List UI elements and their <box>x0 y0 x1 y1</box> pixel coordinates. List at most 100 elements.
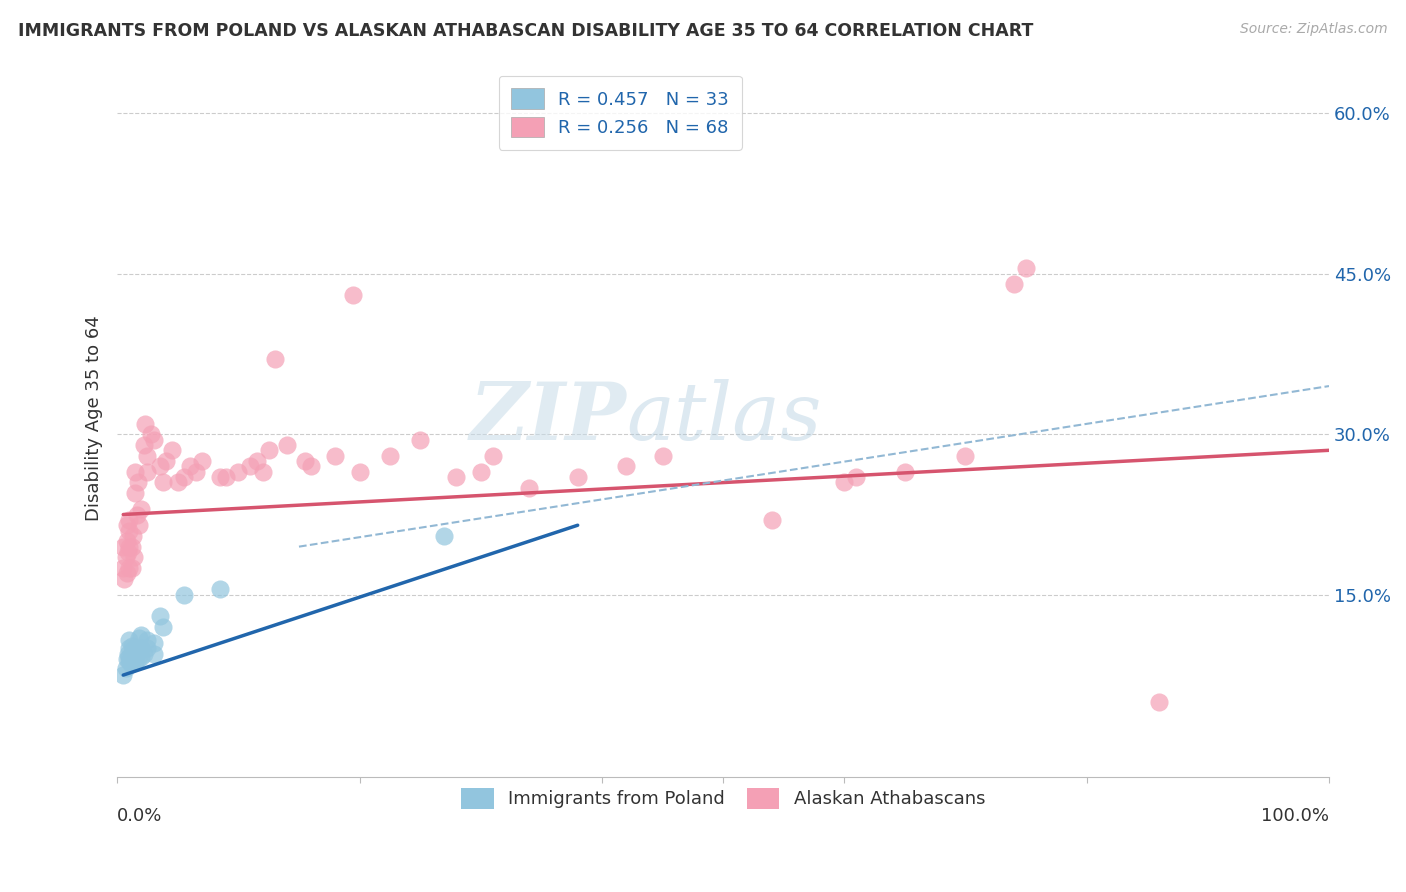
Text: ZIP: ZIP <box>470 379 626 457</box>
Point <box>127 652 149 666</box>
Point <box>131 628 153 642</box>
Point <box>117 647 139 661</box>
Point <box>263 352 285 367</box>
Point <box>124 465 146 479</box>
Point <box>142 647 165 661</box>
Point <box>112 540 135 554</box>
Point <box>118 654 141 668</box>
Point <box>134 417 156 431</box>
Point <box>128 643 150 657</box>
Point <box>136 641 159 656</box>
Point <box>614 459 637 474</box>
Text: 100.0%: 100.0% <box>1261 806 1329 825</box>
Point <box>120 657 142 672</box>
Point <box>128 631 150 645</box>
Point <box>127 475 149 490</box>
Text: IMMIGRANTS FROM POLAND VS ALASKAN ATHABASCAN DISABILITY AGE 35 TO 64 CORRELATION: IMMIGRANTS FROM POLAND VS ALASKAN ATHABA… <box>18 22 1033 40</box>
Point <box>149 609 172 624</box>
Point <box>149 459 172 474</box>
Point <box>342 288 364 302</box>
Point <box>252 465 274 479</box>
Point <box>118 561 141 575</box>
Point <box>152 620 174 634</box>
Point <box>323 449 346 463</box>
Point <box>131 641 153 656</box>
Point <box>114 572 136 586</box>
Point <box>955 449 977 463</box>
Point <box>115 652 138 666</box>
Y-axis label: Disability Age 35 to 64: Disability Age 35 to 64 <box>86 315 103 521</box>
Text: 0.0%: 0.0% <box>117 806 163 825</box>
Point <box>124 655 146 669</box>
Point <box>117 545 139 559</box>
Point <box>239 459 262 474</box>
Point <box>845 470 868 484</box>
Point <box>118 641 141 656</box>
Point <box>121 561 143 575</box>
Point <box>118 513 141 527</box>
Point <box>115 518 138 533</box>
Point <box>152 475 174 490</box>
Point <box>378 449 401 463</box>
Point <box>118 524 141 538</box>
Point <box>1149 695 1171 709</box>
Point <box>118 649 141 664</box>
Point <box>209 582 232 597</box>
Point <box>112 668 135 682</box>
Point <box>132 438 155 452</box>
Point <box>131 649 153 664</box>
Point <box>121 540 143 554</box>
Text: atlas: atlas <box>626 379 821 457</box>
Point <box>128 518 150 533</box>
Text: Source: ZipAtlas.com: Source: ZipAtlas.com <box>1240 22 1388 37</box>
Point <box>125 508 148 522</box>
Point <box>139 427 162 442</box>
Point <box>125 647 148 661</box>
Point <box>118 632 141 647</box>
Point <box>124 641 146 656</box>
Point <box>121 639 143 653</box>
Point <box>136 465 159 479</box>
Point <box>832 475 855 490</box>
Point <box>136 632 159 647</box>
Point <box>894 465 917 479</box>
Point <box>446 470 468 484</box>
Point <box>761 513 783 527</box>
Point <box>257 443 280 458</box>
Point <box>294 454 316 468</box>
Point <box>433 529 456 543</box>
Point <box>651 449 673 463</box>
Point <box>1002 277 1025 292</box>
Point <box>245 454 267 468</box>
Point <box>482 449 505 463</box>
Point <box>173 470 195 484</box>
Point <box>122 550 145 565</box>
Point <box>122 649 145 664</box>
Point <box>114 550 136 565</box>
Point <box>118 540 141 554</box>
Point <box>209 470 232 484</box>
Point <box>136 449 159 463</box>
Point <box>122 652 145 666</box>
Point <box>276 438 298 452</box>
Point <box>349 465 371 479</box>
Point <box>567 470 589 484</box>
Point <box>115 566 138 581</box>
Point <box>132 647 155 661</box>
Point <box>115 534 138 549</box>
Point <box>122 643 145 657</box>
Point <box>228 465 250 479</box>
Point <box>112 561 135 575</box>
Point <box>517 481 540 495</box>
Point <box>179 459 201 474</box>
Point <box>121 647 143 661</box>
Point <box>142 636 165 650</box>
Point <box>173 588 195 602</box>
Point <box>1015 261 1038 276</box>
Point <box>122 529 145 543</box>
Point <box>470 465 492 479</box>
Point <box>299 459 322 474</box>
Point <box>155 454 177 468</box>
Point <box>191 454 214 468</box>
Point <box>131 502 153 516</box>
